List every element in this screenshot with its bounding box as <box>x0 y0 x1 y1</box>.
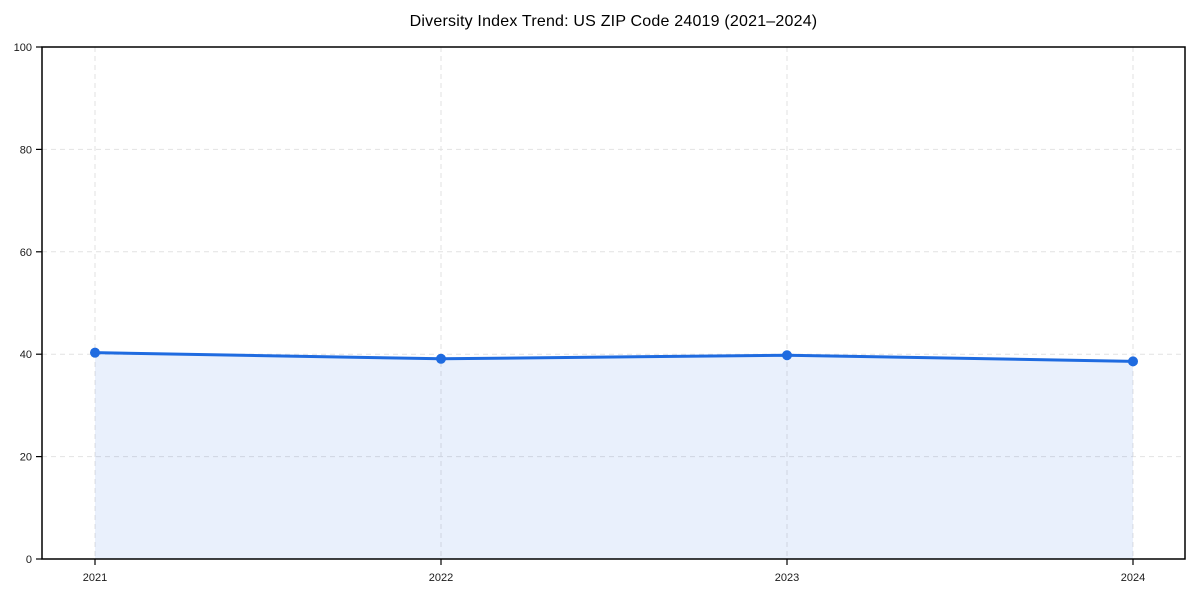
x-axis-tick-label: 2021 <box>83 572 107 584</box>
y-axis-tick-label: 60 <box>20 247 32 259</box>
y-axis-tick-label: 40 <box>20 349 32 361</box>
data-point-marker <box>90 347 100 358</box>
x-axis-tick-label: 2022 <box>429 572 453 584</box>
data-point-marker <box>782 350 792 361</box>
data-point-marker <box>1128 356 1138 367</box>
chart-title: Diversity Index Trend: US ZIP Code 24019… <box>409 13 818 30</box>
y-axis-tick-label: 100 <box>14 42 32 54</box>
plot-border <box>41 46 1186 560</box>
x-axis-tick-label: 2023 <box>775 572 799 584</box>
y-axis-tick-label: 80 <box>20 144 32 156</box>
series-line <box>93 351 1135 363</box>
y-axis-tick-label: 20 <box>20 452 32 464</box>
area-fill <box>95 352 1133 559</box>
y-axis-tick-label: 0 <box>26 554 32 566</box>
data-point-marker <box>436 353 446 364</box>
x-axis-tick-label: 2024 <box>1121 572 1145 584</box>
